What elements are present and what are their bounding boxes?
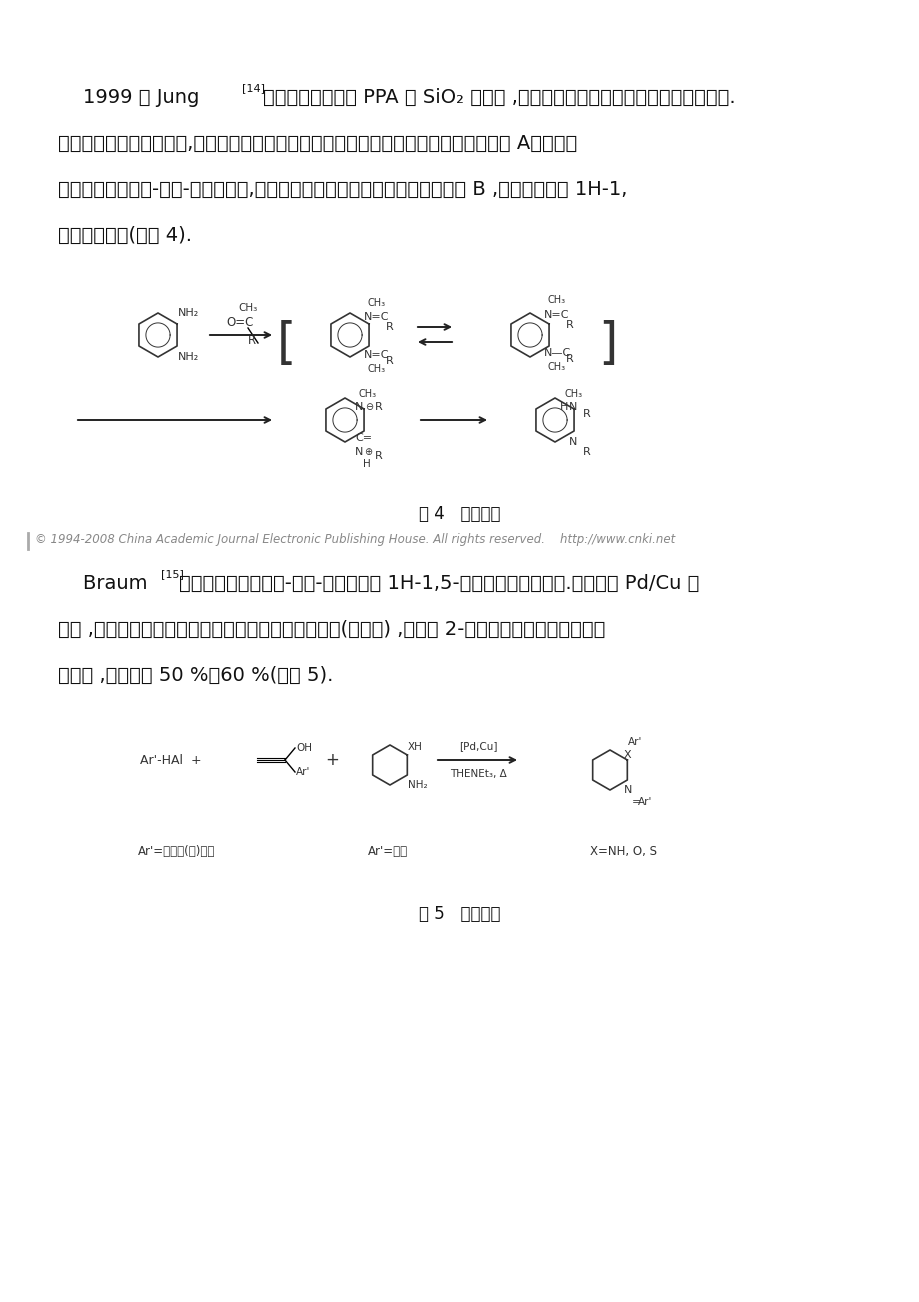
- Text: XH: XH: [407, 742, 423, 753]
- Text: [14]: [14]: [242, 83, 265, 92]
- Text: R: R: [247, 333, 255, 346]
- Text: 图 5   反应式五: 图 5 反应式五: [419, 905, 500, 923]
- Text: Ar': Ar': [296, 767, 310, 777]
- Text: OH: OH: [296, 743, 312, 753]
- Text: [: [: [277, 320, 296, 368]
- Text: 及合作者报道了在 PPA 或 SiO₂ 催化下 ,邻苯二胺与脂肪酮或芳香酮顺利缩合成环.: 及合作者报道了在 PPA 或 SiO₂ 催化下 ,邻苯二胺与脂肪酮或芳香酮顺利缩…: [263, 89, 735, 107]
- Text: R: R: [375, 402, 382, 411]
- Text: 基试剂对酮的亲核-加成-消除反应）,再通过分子内氢原子迁移形成烯胺中间体 B ,最后关环得到 1H-1,: 基试剂对酮的亲核-加成-消除反应）,再通过分子内氢原子迁移形成烯胺中间体 B ,…: [58, 180, 627, 199]
- Text: CH₃: CH₃: [548, 296, 565, 305]
- Text: 者提出了可能的反应机理,在催化剂作用下邻苯二胺的氮原子进攻羰基得到中间体二亚胺 A（类似于: 者提出了可能的反应机理,在催化剂作用下邻苯二胺的氮原子进攻羰基得到中间体二亚胺 …: [58, 134, 576, 154]
- Text: © 1994-2008 China Academic Journal Electronic Publishing House. All rights reser: © 1994-2008 China Academic Journal Elect…: [35, 533, 675, 546]
- Text: N: N: [623, 785, 631, 796]
- Text: R: R: [386, 355, 393, 366]
- Text: N: N: [355, 402, 363, 411]
- Text: Ar'=缺电子(杂)芳基: Ar'=缺电子(杂)芳基: [138, 845, 215, 858]
- Text: Ar'-HAl  +: Ar'-HAl +: [140, 754, 201, 767]
- Text: ⊖: ⊖: [365, 402, 373, 411]
- Text: 到产物 ,产率约为 50 %～60 %(见图 5).: 到产物 ,产率约为 50 %～60 %(见图 5).: [58, 667, 333, 685]
- Text: N=C: N=C: [543, 310, 569, 320]
- Text: CH₃: CH₃: [548, 362, 565, 372]
- Text: CH₃: CH₃: [368, 298, 386, 309]
- Text: NH₂: NH₂: [177, 309, 199, 318]
- Text: NH₂: NH₂: [407, 780, 427, 790]
- Text: Ar'=芳基: Ar'=芳基: [368, 845, 408, 858]
- Text: N=C: N=C: [364, 312, 389, 322]
- Text: 报道了一种新的偶合-异构-环缩合合成 1H-1,5-苯并二氮杂卓的方法.在催化剂 Pd/Cu 作: 报道了一种新的偶合-异构-环缩合合成 1H-1,5-苯并二氮杂卓的方法.在催化剂…: [179, 574, 698, 592]
- Text: C=: C=: [355, 434, 371, 443]
- Text: ⊕: ⊕: [364, 447, 371, 457]
- Text: R: R: [583, 409, 590, 419]
- Text: N: N: [355, 447, 363, 457]
- Text: THENEt₃, Δ: THENEt₃, Δ: [449, 769, 505, 779]
- Text: =: =: [631, 797, 641, 807]
- Text: N=C: N=C: [364, 350, 389, 359]
- Text: O=C: O=C: [226, 315, 254, 328]
- Text: H: H: [363, 460, 370, 469]
- Text: R: R: [386, 322, 393, 332]
- Text: R: R: [565, 354, 573, 365]
- Text: R: R: [375, 450, 382, 461]
- Text: N: N: [568, 402, 577, 411]
- Text: 用下 ,缺电子芳基卤和芳基丙炔醇先偶合异构化为烯酮(查尔酮) ,之后与 2-取代的苯二胺在环化缩合得: 用下 ,缺电子芳基卤和芳基丙炔醇先偶合异构化为烯酮(查尔酮) ,之后与 2-取代…: [58, 620, 605, 639]
- Text: NH₂: NH₂: [177, 352, 199, 362]
- Text: 图 4   反应式四: 图 4 反应式四: [419, 505, 500, 523]
- Text: +: +: [324, 751, 338, 769]
- Text: CH₃: CH₃: [564, 389, 583, 398]
- Text: 1999 年 Jung: 1999 年 Jung: [58, 89, 199, 107]
- Text: H: H: [560, 402, 568, 411]
- Text: [Pd,Cu]: [Pd,Cu]: [459, 741, 496, 751]
- Text: Ar': Ar': [628, 737, 641, 747]
- Text: R: R: [583, 447, 590, 457]
- Text: [15]: [15]: [161, 569, 184, 579]
- Text: CH₃: CH₃: [368, 365, 386, 374]
- Text: ]: ]: [597, 320, 617, 368]
- Text: N—C: N—C: [543, 348, 571, 358]
- Text: N: N: [568, 437, 577, 447]
- Text: X: X: [623, 750, 631, 760]
- Text: R: R: [565, 320, 573, 329]
- Text: CH₃: CH₃: [358, 389, 377, 398]
- Text: Ar': Ar': [637, 797, 652, 807]
- Text: 苯并二氮杂卓(见图 4).: 苯并二氮杂卓(见图 4).: [58, 227, 192, 245]
- Text: CH₃: CH₃: [238, 303, 257, 312]
- Text: X=NH, O, S: X=NH, O, S: [589, 845, 656, 858]
- Text: Braum: Braum: [58, 574, 147, 592]
